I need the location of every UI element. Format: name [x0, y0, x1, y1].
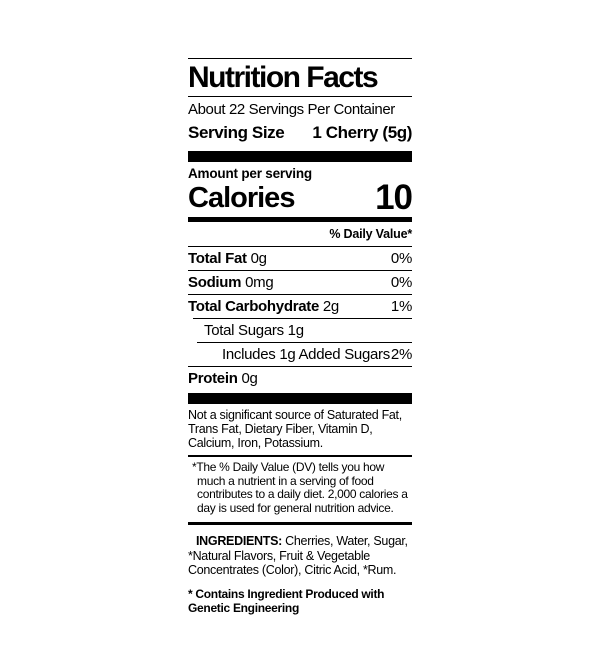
nutrient-name-amount: Total Fat 0g: [188, 250, 267, 267]
nutrient-name-amount: Sodium 0mg: [188, 274, 274, 291]
nutrient-dv: 2%: [390, 346, 412, 363]
nutrient-name-amount: Protein 0g: [188, 370, 258, 387]
calories-row: Calories 10: [188, 178, 413, 217]
thick-separator-bottom: [188, 393, 412, 404]
top-rule: [188, 58, 412, 59]
nutrition-facts-label: Nutrition Facts About 22 Servings Per Co…: [188, 58, 413, 615]
title-rule: [188, 96, 412, 97]
nutrient-row-total-sugars: Total Sugars 1g: [188, 319, 412, 342]
nutrient-rule: [188, 294, 412, 295]
genetic-engineering-statement: * Contains Ingredient Produced with Gene…: [188, 586, 385, 615]
ingredients-list: Cherries, Water, Sugar, *Natural Flavors…: [188, 534, 408, 577]
nutrient-dv: 0%: [390, 274, 412, 291]
serving-size-label: Serving Size: [188, 123, 285, 142]
calories-label: Calories: [188, 182, 295, 214]
nutrient-rule-indented: [197, 342, 412, 343]
nutrient-rule: [188, 270, 412, 271]
nutrient-name-amount: Total Sugars 1g: [204, 322, 304, 339]
nutrient-name-amount: Includes 1g Added Sugars: [222, 346, 390, 363]
thick-separator-top: [188, 151, 412, 162]
label-title: Nutrition Facts: [188, 61, 379, 94]
nutrient-rule: [188, 246, 412, 247]
serving-size-value: 1 Cherry (5g): [312, 123, 412, 142]
nutrient-rule: [188, 366, 412, 367]
nutrient-row-added-sugars: Includes 1g Added Sugars 2%: [188, 343, 412, 366]
nutrient-rule-indented: [193, 318, 412, 319]
daily-value-header: % Daily Value*: [329, 227, 412, 241]
ingredients-statement: INGREDIENTS: Cherries, Water, Sugar, *Na…: [188, 534, 412, 578]
daily-value-footnote: *The % Daily Value (DV) tells you how mu…: [192, 460, 408, 515]
nutrient-row-total-carbohydrate: Total Carbohydrate 2g 1%: [188, 295, 412, 318]
nutrient-dv: 0%: [390, 250, 412, 267]
serving-size-row: Serving Size 1 Cherry (5g): [188, 121, 412, 148]
footnote-rule: [188, 455, 412, 457]
nutrient-row-sodium: Sodium 0mg 0%: [188, 271, 412, 294]
nutrient-row-protein: Protein 0g: [188, 367, 412, 390]
nutrient-row-total-fat: Total Fat 0g 0%: [188, 247, 412, 270]
nutrient-dv: 1%: [390, 298, 412, 315]
nutrient-name-amount: Total Carbohydrate 2g: [188, 298, 339, 315]
servings-per-container: About 22 Servings Per Container: [188, 101, 395, 118]
medium-separator: [188, 217, 412, 222]
not-significant-note: Not a significant source of Saturated Fa…: [188, 408, 402, 450]
ingredients-label: INGREDIENTS:: [196, 534, 282, 548]
calories-value: 10: [375, 178, 413, 217]
amount-per-serving: Amount per serving: [188, 166, 312, 181]
ingredients-rule: [188, 522, 412, 525]
